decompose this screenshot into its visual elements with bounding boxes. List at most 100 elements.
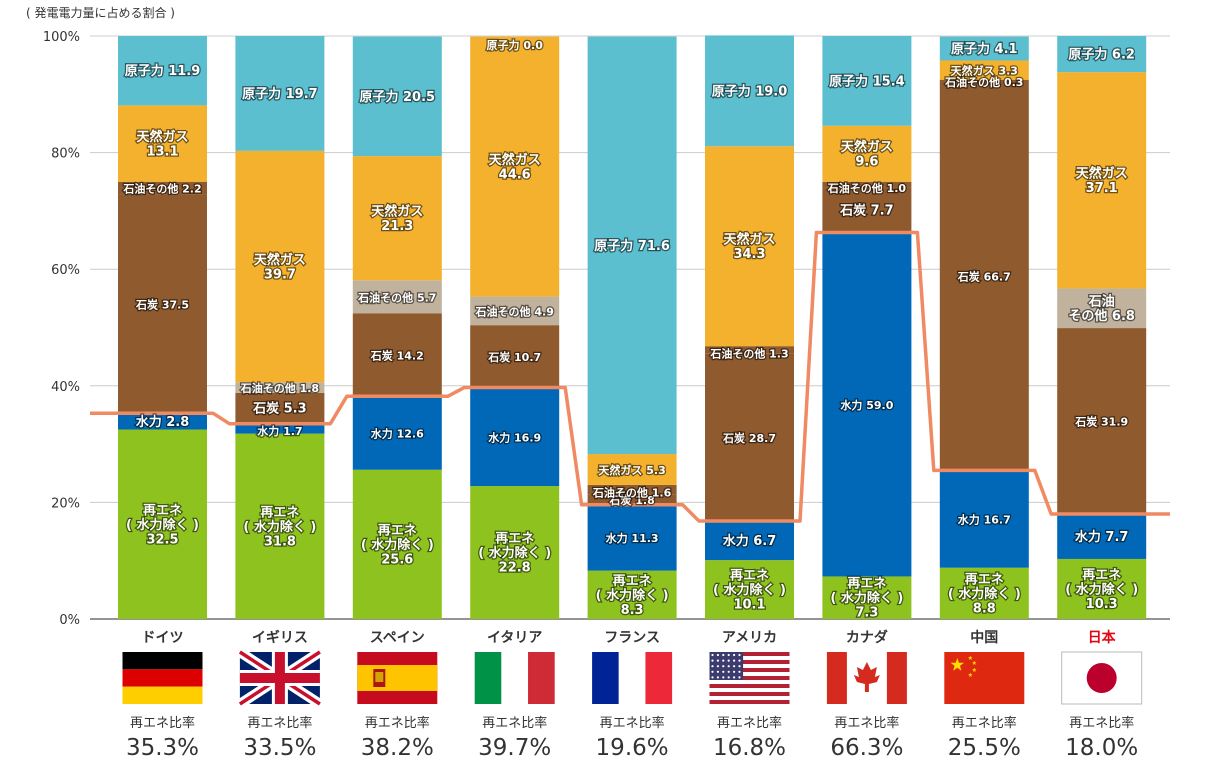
- segment-label-line: 原子力 20.5: [359, 89, 435, 105]
- bar-segment-coal: [235, 392, 325, 424]
- segment-label-line: 石油その他 4.9: [475, 304, 554, 318]
- flag-part: [709, 652, 744, 680]
- segment-label-line: 37.1: [1086, 181, 1118, 196]
- segment-label: 石炭 14.2: [370, 348, 424, 362]
- segment-label-line: 10.1: [733, 598, 765, 613]
- flag-part: [709, 652, 790, 656]
- segment-label-line: ( 水力除く ): [1065, 581, 1138, 597]
- flag-part: [592, 652, 619, 704]
- france-flag: [592, 652, 673, 704]
- bar-segment-hydro: [235, 423, 325, 434]
- bar-segment-oil: [470, 296, 560, 326]
- flag-part: [944, 652, 1025, 704]
- renewable-ratio-value: 16.8%: [713, 735, 786, 761]
- flag-part: [122, 669, 203, 687]
- segment-label-line: 再エネ: [1082, 568, 1121, 583]
- segment-label-line: 石油その他 5.7: [357, 290, 436, 304]
- segment-label-line: 7.3: [855, 606, 878, 621]
- usa-flag: [709, 652, 790, 704]
- y-axis: 100% 80% 60% 40% 20% 0%: [43, 30, 80, 628]
- segment-label: 水力 16.7: [958, 513, 1011, 527]
- bar-segment-hydro: [822, 232, 912, 577]
- segment-label-line: 13.1: [146, 144, 178, 159]
- china-flag: [944, 652, 1025, 704]
- japan-flag: [1061, 651, 1143, 705]
- spain-flag: [357, 652, 438, 704]
- y-tick-label: 20%: [51, 496, 80, 511]
- flag-part: [722, 665, 725, 668]
- segment-label: 原子力 6.2: [1068, 47, 1135, 63]
- renewable-ratio-label: 再エネ比率: [1069, 715, 1134, 731]
- bar-segment-oil: [352, 280, 442, 314]
- bars: [118, 35, 1147, 619]
- segment-label-line: 天然ガス 5.3: [598, 463, 665, 477]
- segment-label: 原子力 20.5: [359, 89, 435, 105]
- bar-segment-coal: [939, 81, 1029, 471]
- segment-label: 石油その他 4.9: [475, 304, 554, 318]
- country-name: 日本: [1088, 629, 1117, 646]
- flag-part: [711, 659, 714, 662]
- segment-label-line: 原子力 4.1: [951, 41, 1018, 57]
- segment-label-line: 石油その他 1.3: [709, 347, 788, 361]
- segment-label: 天然ガス 21.3: [371, 203, 423, 234]
- flag-part: [709, 676, 790, 680]
- segment-label: 天然ガス 13.1: [136, 129, 188, 160]
- segment-label: 水力 2.8: [136, 414, 190, 430]
- renewable-ratio-label: 再エネ比率: [952, 715, 1017, 731]
- chart-title: ( 発電電力量に占める割合 ): [26, 5, 175, 20]
- segment-label: 石油その他 1.3: [709, 347, 788, 361]
- flag-part: [722, 653, 725, 657]
- renewable-ratio-value: 39.7%: [478, 735, 551, 761]
- flag-part: [474, 652, 502, 704]
- segment-label-line: 再エネ: [260, 505, 299, 520]
- segment-label-line: ( 水力除く ): [478, 545, 551, 561]
- renewable-ratio-value: 33.5%: [243, 735, 316, 761]
- segment-label: 石炭 1.8: [608, 493, 654, 507]
- segment-label: 再エネ( 水力除く ) 31.8: [243, 505, 316, 549]
- flag-part: [645, 652, 673, 704]
- flag-part: [709, 660, 790, 664]
- segment-label-line: 天然ガス: [723, 231, 775, 247]
- flag-part: [886, 652, 907, 704]
- segment-label: 原子力 71.6: [594, 238, 670, 254]
- segment-label-line: 再エネ: [143, 503, 182, 518]
- bar-segment-gas: [587, 454, 677, 485]
- renewable-ratio-label: 再エネ比率: [130, 715, 195, 731]
- bar-segment-gas: [1057, 72, 1147, 289]
- flag-part: [727, 665, 730, 668]
- segment-label-line: 石炭 31.9: [1074, 415, 1128, 429]
- bar-segment-oil: [235, 382, 325, 393]
- segment-label-line: 天然ガス 3.3: [951, 64, 1018, 78]
- segment-label-line: 31.8: [264, 534, 296, 549]
- country-name: フランス: [604, 630, 660, 646]
- bar-segment-coal: [939, 79, 1029, 82]
- segment-label-line: 水力 1.7: [257, 424, 302, 438]
- segment-label-line: 石炭 10.7: [487, 350, 541, 364]
- segment-label-line: 天然ガス: [489, 152, 541, 168]
- country-name: カナダ: [846, 629, 888, 646]
- segment-label: 再エネ( 水力除く ) 32.5: [126, 503, 199, 547]
- segment-label: 再エネ( 水力除く ) 10.1: [713, 569, 786, 613]
- segment-label-line: 水力 12.6: [371, 427, 424, 441]
- flag-part: [727, 659, 730, 662]
- segment-label-line: 石油その他 1.0: [827, 181, 907, 195]
- bar-segment-hydro: [587, 504, 677, 571]
- segment-label: 水力 12.6: [371, 427, 424, 441]
- segment-label-line: 原子力 71.6: [594, 238, 670, 254]
- bar-segment-hydro: [352, 396, 442, 470]
- bar-segment-coal: [587, 494, 677, 505]
- renewable-ratio-label: 再エネ比率: [834, 715, 899, 731]
- flag-part: [738, 670, 741, 673]
- bar-segment-oil: [1057, 288, 1147, 329]
- segment-label: 水力 7.7: [1075, 529, 1129, 545]
- segment-label: 原子力 19.7: [242, 86, 318, 102]
- bar-segment-renew: [705, 560, 794, 619]
- segment-label: 石油その他 1.8: [240, 381, 319, 395]
- segment-label: 天然ガス 37.1: [1076, 166, 1128, 197]
- flag-part: [972, 667, 977, 672]
- bar-segment-coal: [470, 325, 560, 388]
- segment-label: 水力 1.7: [257, 424, 302, 438]
- segment-label: 原子力 19.0: [712, 83, 788, 99]
